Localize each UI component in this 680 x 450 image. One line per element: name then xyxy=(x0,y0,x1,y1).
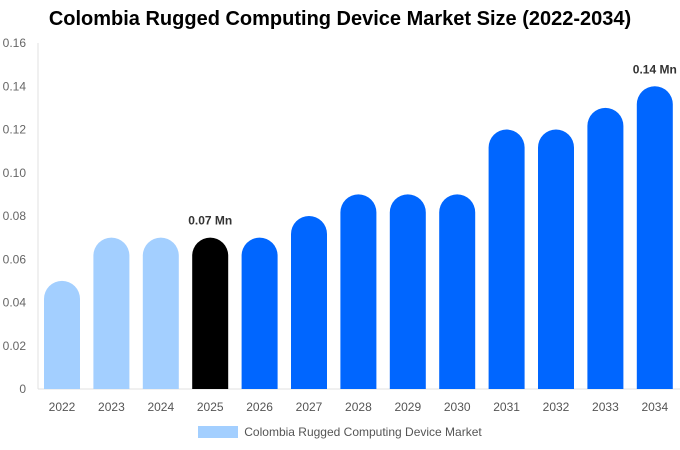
bar-2032 xyxy=(538,129,574,389)
y-tick-label: 0.14 xyxy=(3,79,27,93)
x-tick-label: 2027 xyxy=(296,400,323,414)
bar-2033 xyxy=(587,107,624,390)
legend-swatch xyxy=(198,426,239,438)
y-tick-label: 0.04 xyxy=(3,296,27,310)
bar-2024 xyxy=(142,237,179,389)
data-label: 0.07 Mn xyxy=(188,214,232,228)
x-tick-label: 2030 xyxy=(444,400,471,414)
y-tick-label: 0.12 xyxy=(3,123,27,137)
bar-2034 xyxy=(636,86,673,389)
x-tick-label: 2029 xyxy=(394,400,421,414)
bar-2025 xyxy=(192,237,229,389)
data-label: 0.14 Mn xyxy=(633,62,677,76)
x-tick-label: 2033 xyxy=(592,400,619,414)
x-tick-label: 2024 xyxy=(147,400,174,414)
bar-2028 xyxy=(340,194,377,389)
bar-2027 xyxy=(291,216,327,389)
bar-2030 xyxy=(439,194,476,389)
legend-label: Colombia Rugged Computing Device Market xyxy=(244,425,482,439)
x-tick-label: 2026 xyxy=(246,400,273,414)
bar-2026 xyxy=(241,237,278,389)
y-tick-label: 0.16 xyxy=(3,36,27,50)
legend[interactable]: Colombia Rugged Computing Device Market xyxy=(0,425,680,439)
bar-2023 xyxy=(93,237,130,389)
y-tick-label: 0.02 xyxy=(3,339,27,353)
y-tick-label: 0.06 xyxy=(3,252,27,266)
y-tick-label: 0.08 xyxy=(3,209,27,223)
y-tick-label: 0 xyxy=(19,382,26,396)
x-tick-label: 2025 xyxy=(197,400,224,414)
y-tick-label: 0.10 xyxy=(3,166,27,180)
x-tick-label: 2028 xyxy=(345,400,372,414)
x-tick-label: 2022 xyxy=(49,400,76,414)
bar-2029 xyxy=(389,194,426,389)
x-tick-label: 2034 xyxy=(641,400,668,414)
chart-title: Colombia Rugged Computing Device Market … xyxy=(48,8,632,30)
bar-2022 xyxy=(44,280,80,389)
bar-chart: 0 0.02 0.04 0.06 0.08 0.10 0.12 0.14 0.16 2022 202… xyxy=(3,36,680,414)
bar-2031 xyxy=(488,129,525,390)
x-tick-label: 2031 xyxy=(493,400,520,414)
x-tick-label: 2032 xyxy=(543,400,570,414)
x-tick-label: 2023 xyxy=(98,400,125,414)
